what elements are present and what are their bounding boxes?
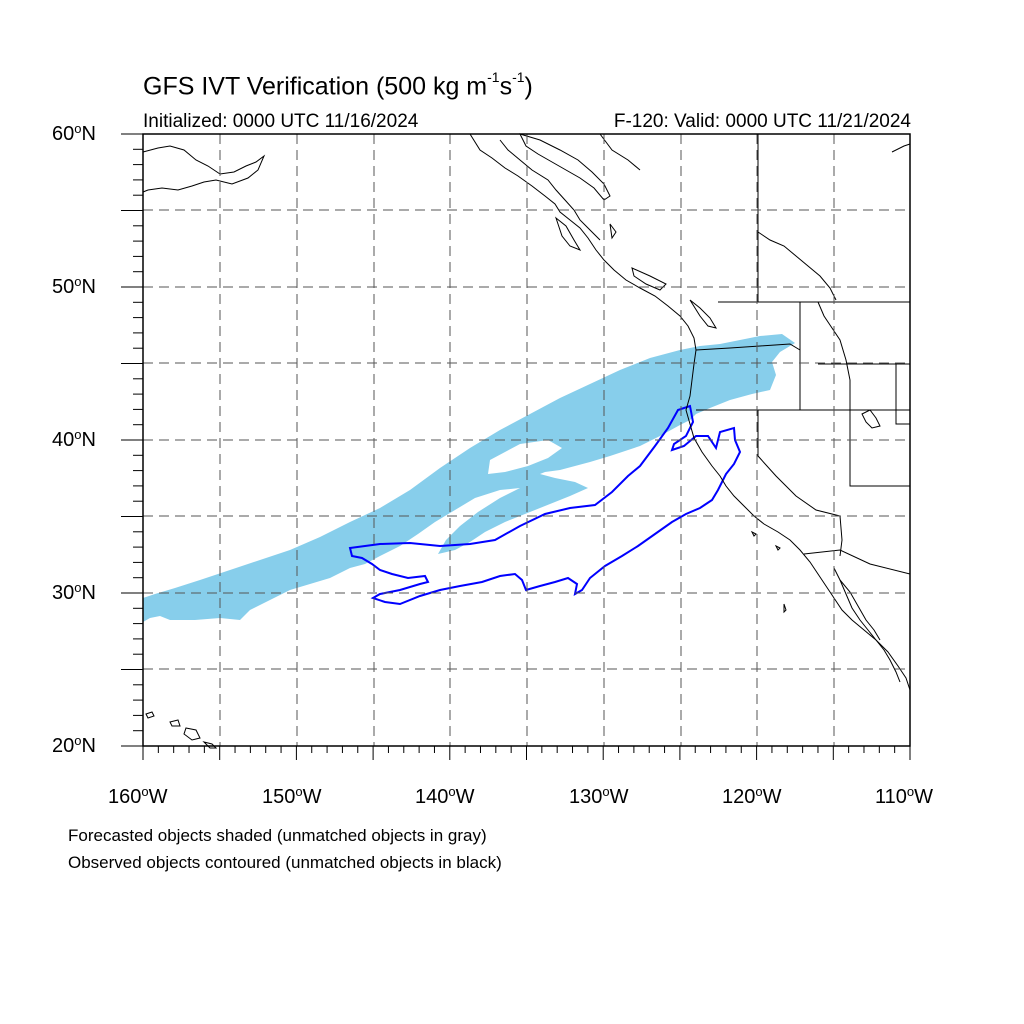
lon-label-120: 120oW <box>722 784 782 808</box>
lat-label-40: 40oN <box>52 427 96 451</box>
lon-label-130: 130oW <box>569 784 629 808</box>
lat-label-30: 30oN <box>52 580 96 604</box>
lon-label-140: 140oW <box>415 784 475 808</box>
observed-object <box>348 404 742 606</box>
axis-ticks <box>121 133 911 760</box>
legend-note-observed: Observed objects contoured (unmatched ob… <box>68 853 502 872</box>
lat-label-20: 20oN <box>52 733 96 757</box>
legend-note-forecast: Forecasted objects shaded (unmatched obj… <box>68 826 487 845</box>
map-title: GFS IVT Verification (500 kg m-1s-1) <box>143 69 533 101</box>
initialized-time: Initialized: 0000 UTC 11/16/2024 <box>143 111 419 132</box>
lat-label-50: 50oN <box>52 274 96 298</box>
lat-label-60: 60oN <box>52 121 96 145</box>
lon-label-160: 160oW <box>108 784 168 808</box>
graticule <box>143 134 910 746</box>
lon-label-110: 110oW <box>875 784 934 808</box>
forecast-object <box>143 334 795 622</box>
boundaries <box>599 133 911 575</box>
lon-label-150: 150oW <box>262 784 322 808</box>
valid-time: F-120: Valid: 0000 UTC 11/21/2024 <box>613 111 911 132</box>
